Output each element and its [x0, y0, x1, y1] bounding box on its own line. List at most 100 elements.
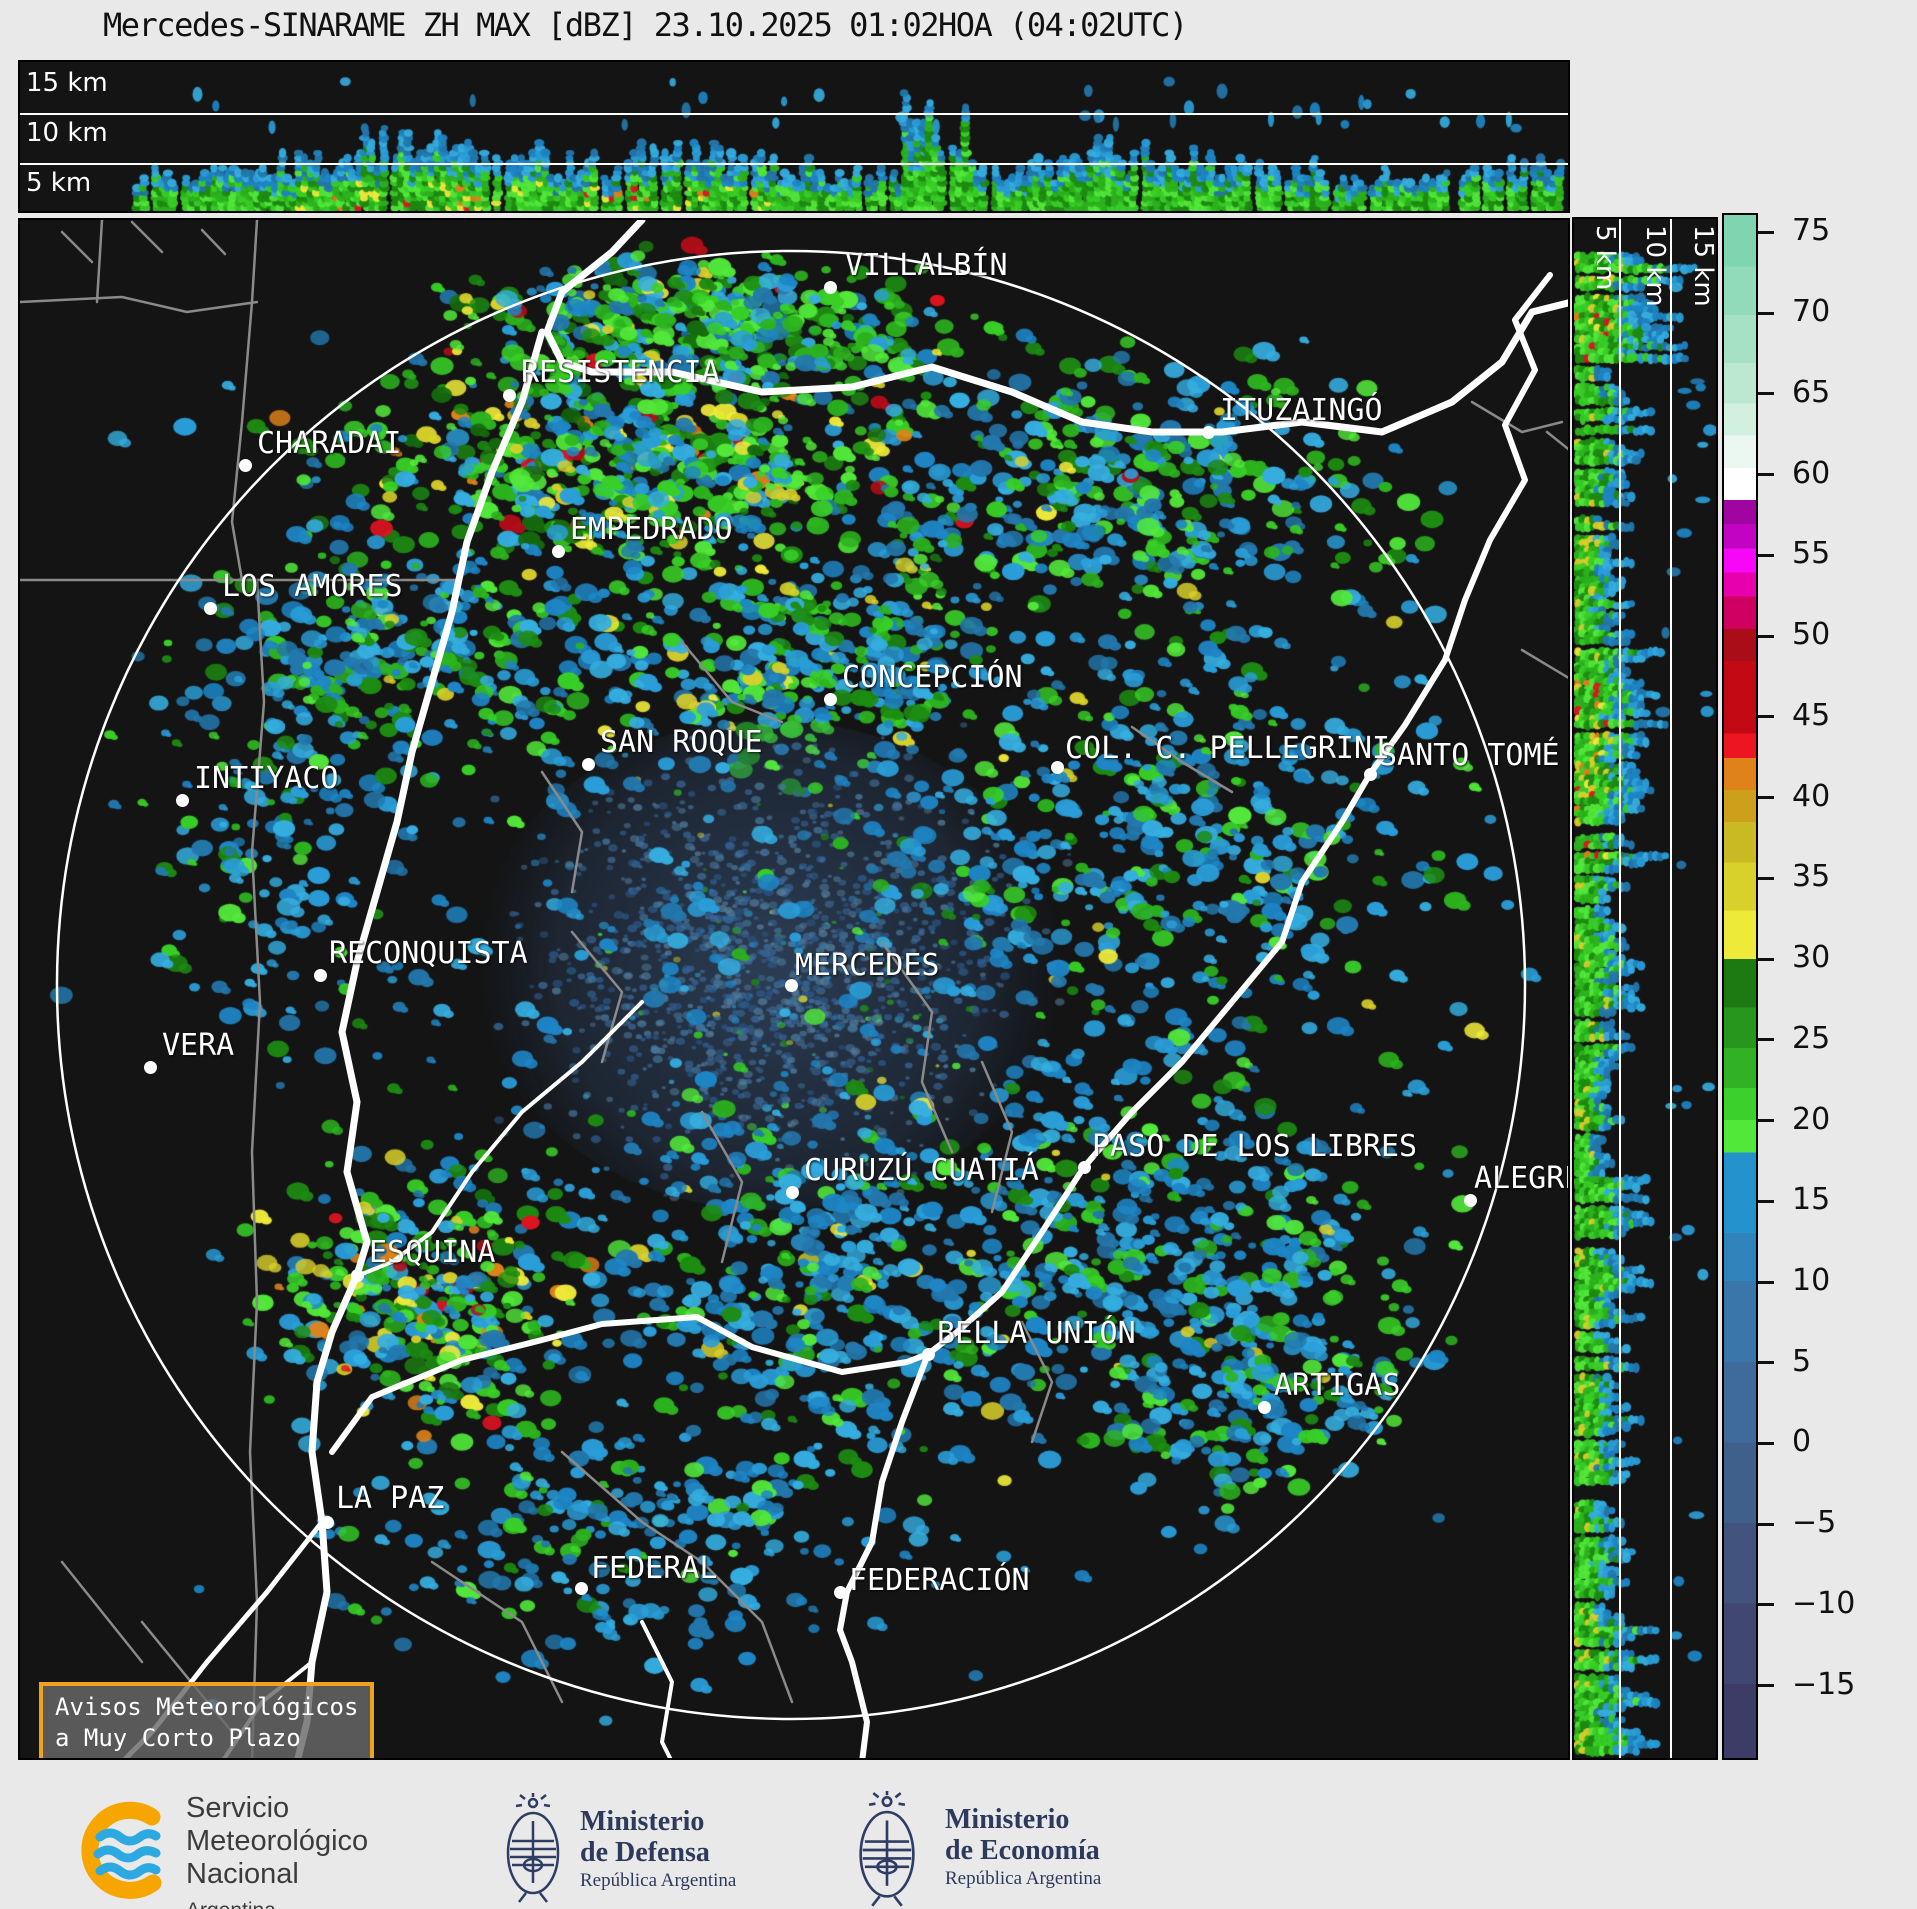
right-panel-10km-line — [1670, 219, 1672, 1758]
city-label: EMPEDRADO — [570, 512, 733, 547]
city-dot — [824, 281, 837, 294]
city-label: CURUZÚ CUATIÁ — [804, 1153, 1039, 1188]
colorbar-tick-label: −5 — [1792, 1505, 1837, 1541]
colorbar-tick-label: 25 — [1792, 1020, 1831, 1056]
city-dot — [503, 389, 516, 402]
city-dot — [922, 1348, 935, 1361]
admin-boundary-line — [1545, 430, 1568, 451]
city-label: VERA — [162, 1028, 235, 1063]
admin-boundary-line — [20, 295, 259, 314]
river-line — [837, 272, 1553, 1758]
city-dot — [1202, 426, 1215, 439]
river-line — [640, 1620, 674, 1758]
colorbar-tick-label: 45 — [1792, 697, 1831, 733]
right-panel-10km-label: 10 km — [1640, 225, 1670, 307]
city-dot — [552, 545, 565, 558]
city-dot — [786, 1186, 799, 1199]
colorbar-tick-label: 50 — [1792, 617, 1831, 653]
city-dot — [314, 969, 327, 982]
city-label: INTIYACO — [194, 761, 339, 796]
page-title: Mercedes-SINARAME ZH MAX [dBZ] 23.10.202… — [103, 6, 1188, 44]
city-label: COL. C. PELLEGRINI — [1065, 731, 1391, 766]
colorbar-tick-mark — [1758, 1119, 1774, 1123]
city-dot — [1051, 761, 1064, 774]
admin-boundary-line — [700, 1110, 744, 1264]
colorbar-tick-mark — [1758, 1361, 1774, 1365]
colorbar-tick-label: 55 — [1792, 536, 1831, 572]
colorbar-tick-label: 60 — [1792, 455, 1831, 491]
right-panel-15km-label: 15 km — [1688, 225, 1718, 307]
range-ring — [55, 249, 1527, 1721]
economia-logo-text: Ministerio de Economía República Argenti… — [945, 1804, 1101, 1890]
admin-boundary-line — [1520, 648, 1568, 680]
colorbar-tick-label: −10 — [1792, 1585, 1856, 1621]
colorbar-tick-mark — [1758, 957, 1774, 961]
city-label: BELLA UNIÓN — [937, 1316, 1136, 1351]
admin-boundary-line — [570, 930, 624, 1064]
city-label: CONCEPCIÓN — [842, 660, 1023, 695]
economia-line-1: Ministerio — [945, 1804, 1070, 1835]
economia-line-2: de Economía — [945, 1835, 1100, 1866]
colorbar-tick-label: −15 — [1792, 1666, 1856, 1702]
city-label: RECONQUISTA — [329, 936, 528, 971]
city-label: MERCEDES — [795, 948, 940, 983]
smn-line-1: Servicio — [186, 1792, 290, 1824]
city-label: VILLALBÍN — [845, 248, 1008, 283]
defensa-coat-of-arms — [506, 1793, 560, 1903]
colorbar-tick-mark — [1758, 715, 1774, 719]
right-panel-5km-label: 5 km — [1590, 225, 1620, 291]
admin-boundary-line — [95, 220, 104, 304]
admin-boundary-line — [560, 1450, 794, 1704]
admin-boundary-line — [430, 1560, 564, 1704]
city-dot — [785, 979, 798, 992]
top-panel-5km-label: 5 km — [26, 168, 92, 198]
colorbar-tick-mark — [1758, 1280, 1774, 1284]
radar-map-panel: VILLALBÍN RESISTENCIA CHARADAI ITUZAINGÓ EMP… — [18, 218, 1570, 1760]
right-panel-5km-line — [1619, 219, 1621, 1758]
geography-layer — [20, 220, 1568, 1758]
smn-logo-text: Servicio Meteorológico Nacional Argentin… — [186, 1792, 368, 1909]
warning-box: Avisos Meteorológicos a Muy Corto Plazo — [39, 1682, 375, 1758]
colorbar-tick-label: 5 — [1792, 1343, 1812, 1379]
top-panel-5km-line — [20, 163, 1568, 165]
smn-line-3: Nacional — [186, 1858, 299, 1890]
top-panel-15km-label: 15 km — [26, 68, 108, 98]
admin-boundary-line — [60, 1560, 144, 1664]
colorbar-tick-label: 15 — [1792, 1182, 1831, 1218]
colorbar-tick-label: 10 — [1792, 1263, 1831, 1298]
warning-line-2: a Muy Corto Plazo — [55, 1724, 301, 1752]
admin-boundary-line — [230, 220, 259, 582]
colorbar-tick-label: 0 — [1792, 1424, 1812, 1460]
city-label: SAN ROQUE — [600, 725, 763, 760]
colorbar-tick-mark — [1758, 392, 1774, 396]
admin-boundary-line — [680, 640, 784, 724]
admin-boundary-line — [1470, 400, 1564, 434]
top-panel-10km-line — [20, 113, 1568, 115]
admin-boundary-line — [880, 940, 954, 1154]
city-label: ITUZAINGÓ — [1220, 393, 1383, 428]
river-line — [360, 1000, 644, 1276]
colorbar-tick-mark — [1758, 1441, 1774, 1445]
colorbar-tick-label: 40 — [1792, 778, 1831, 814]
colorbar-tick-label: 75 — [1792, 213, 1831, 249]
city-dot — [575, 1582, 588, 1595]
smn-line-2: Meteorológico — [186, 1825, 369, 1857]
city-label: ALEGRETE — [1474, 1161, 1568, 1196]
city-dot — [1464, 1194, 1477, 1207]
top-panel-10km-label: 10 km — [26, 118, 108, 148]
city-label: LOS AMORES — [222, 569, 403, 604]
city-label: ESQUINA — [369, 1235, 496, 1270]
right-cross-section-echoes — [1574, 219, 1716, 1758]
river-line — [329, 1314, 931, 1455]
colorbar-tick-label: 30 — [1792, 940, 1831, 976]
river-line — [543, 220, 1568, 436]
city-dot — [144, 1061, 157, 1074]
admin-boundary-line — [1020, 1320, 1054, 1444]
city-dot — [834, 1586, 847, 1599]
warning-line-1: Avisos Meteorológicos — [55, 1693, 359, 1721]
admin-boundary-line — [60, 230, 94, 264]
colorbar-tick-label: 35 — [1792, 859, 1831, 895]
city-dot — [176, 794, 189, 807]
defensa-line-3: República Argentina — [580, 1870, 737, 1891]
